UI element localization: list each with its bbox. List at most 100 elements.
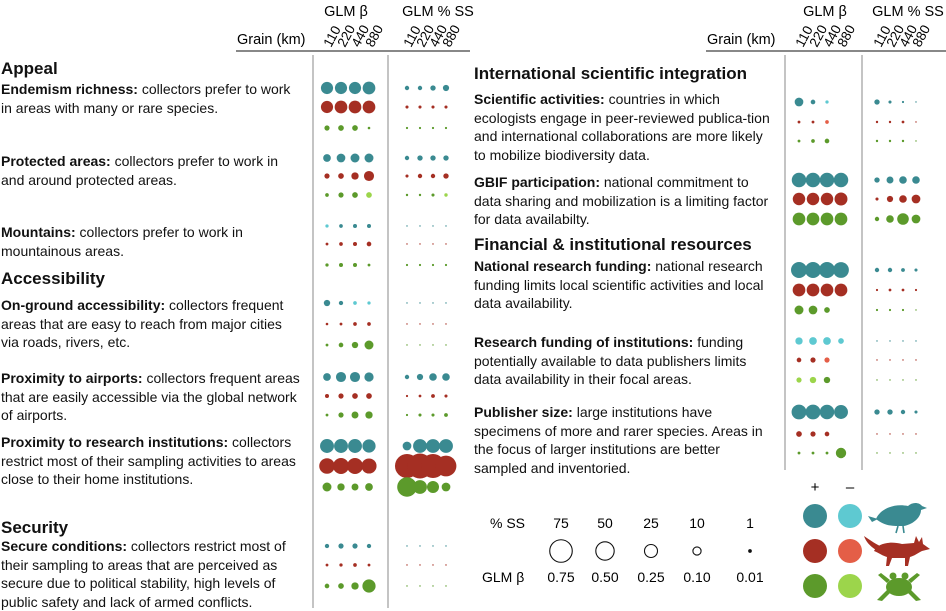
- ss-bubble: [887, 409, 893, 415]
- beta-bubble: [325, 563, 329, 567]
- beta-bubble: [336, 153, 346, 163]
- ss-bubble: [406, 323, 408, 325]
- beta-bubble: [833, 262, 849, 278]
- amphibians-positive-swatch: [803, 574, 827, 598]
- section-intl: International scientific integration: [474, 64, 747, 83]
- beta-bubble: [334, 439, 348, 453]
- legend-size-circle: [549, 539, 573, 563]
- beta-bubble: [820, 212, 834, 226]
- ss-bubble: [888, 100, 892, 104]
- beta-bubble: [320, 439, 334, 453]
- ss-bubble: [405, 105, 409, 109]
- beta-bubble: [834, 192, 848, 206]
- grain-label: Grain (km): [237, 32, 305, 48]
- beta-bubble: [361, 458, 377, 474]
- ss-bubble: [901, 139, 905, 143]
- legend-ss-value: 10: [689, 515, 705, 531]
- factor-protected: Protected areas: collectors prefer to wo…: [1, 152, 303, 189]
- ss-bubble: [419, 225, 421, 227]
- ss-bubble: [441, 482, 451, 492]
- ss-bubble: [911, 194, 921, 204]
- beta-bubble: [797, 120, 801, 124]
- factor-text: collectors frequent areas that are easil…: [1, 370, 300, 423]
- ss-bubble: [874, 409, 880, 415]
- ss-bubble: [430, 155, 436, 161]
- ss-bubble: [406, 302, 408, 304]
- beta-bubble: [834, 283, 848, 297]
- beta-bubble: [338, 543, 344, 549]
- beta-bubble: [367, 322, 371, 326]
- ss-bubble: [431, 394, 435, 398]
- beta-bubble: [810, 431, 816, 437]
- ss-bubble: [915, 121, 917, 123]
- factor-onground: On-ground accessibility: collectors freq…: [1, 296, 303, 352]
- factor-text: countries in which ecologists engage in …: [474, 91, 770, 163]
- beta-bubble: [362, 100, 376, 114]
- ss-bubble: [418, 394, 422, 398]
- ss-bubble: [886, 215, 894, 223]
- beta-bubble: [796, 357, 802, 363]
- factor-text: collectors prefer to work in and around …: [1, 153, 279, 188]
- beta-bubble: [364, 372, 374, 382]
- beta-bubble: [833, 172, 849, 188]
- beta-bubble: [794, 97, 804, 107]
- beta-bubble: [792, 192, 806, 206]
- beta-bubble: [362, 81, 376, 95]
- beta-bubble: [325, 413, 329, 417]
- ss-bubble: [443, 155, 449, 161]
- ss-bubble: [444, 413, 448, 417]
- ss-bubble: [914, 410, 918, 414]
- ss-bubble: [901, 120, 905, 124]
- beta-bubble: [338, 192, 344, 198]
- beta-bubble: [819, 172, 835, 188]
- ss-bubble: [902, 359, 904, 361]
- legend-ss-value: 1: [746, 515, 754, 531]
- ss-bubble: [432, 564, 434, 566]
- ss-bubble: [426, 439, 440, 453]
- fox-icon: [864, 536, 930, 566]
- beta-bubble: [338, 583, 344, 589]
- ss-bubble: [902, 340, 904, 342]
- ss-bubble: [402, 441, 412, 451]
- factor-text: collectors restrict most of their sampli…: [1, 434, 296, 487]
- beta-bubble: [819, 262, 835, 278]
- ss-bubble: [416, 373, 424, 381]
- factor-name: Protected areas:: [1, 153, 111, 169]
- ss-bubble: [431, 193, 435, 197]
- ss-bubble: [445, 564, 447, 566]
- ss-bubble: [888, 139, 892, 143]
- beta-bubble: [352, 125, 358, 131]
- factor-text: collectors restrict most of their sampli…: [1, 538, 286, 610]
- ss-bubble: [889, 379, 891, 381]
- ss-bubble: [889, 340, 891, 342]
- ss-bubble: [432, 243, 434, 245]
- ss-bubble: [431, 263, 435, 267]
- ss-bubble: [875, 139, 879, 143]
- ss-bubble: [405, 126, 409, 130]
- beta-bubble: [351, 582, 359, 590]
- ss-bubble: [418, 263, 422, 267]
- beta-bubble: [352, 223, 358, 229]
- beta-bubble: [338, 393, 344, 399]
- ss-bubble: [418, 193, 422, 197]
- ss-bubble: [444, 105, 448, 109]
- beta-bubble: [794, 305, 804, 315]
- beta-bubble: [820, 192, 834, 206]
- beta-bubble: [324, 393, 330, 399]
- ss-bubble: [439, 439, 453, 453]
- ss-bubble: [442, 373, 450, 381]
- beta-bubble: [811, 139, 815, 143]
- section-appeal: Appeal: [1, 59, 58, 78]
- beta-bubble: [806, 212, 820, 226]
- beta-bubble: [806, 283, 820, 297]
- legend-beta-value: 0.50: [591, 569, 618, 585]
- ss-bubble: [875, 197, 879, 201]
- beta-bubble: [365, 483, 373, 491]
- ss-bubble: [419, 564, 421, 566]
- ss-bubble: [889, 359, 891, 361]
- col-beta-header: GLM β: [803, 4, 847, 20]
- ss-bubble: [444, 263, 448, 267]
- ss-bubble: [406, 243, 408, 245]
- beta-bubble: [366, 543, 372, 549]
- beta-bubble: [796, 377, 802, 383]
